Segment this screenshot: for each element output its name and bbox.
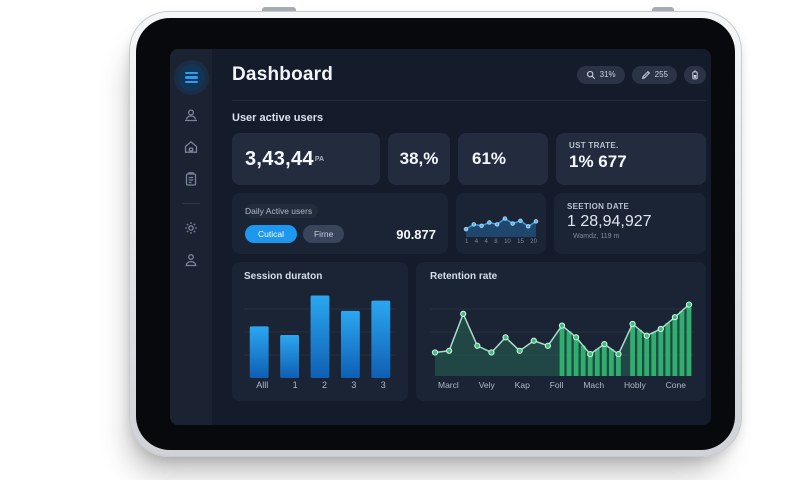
sidebar-item-home[interactable] (183, 139, 199, 155)
clipboard-icon (185, 172, 197, 186)
settings-gear-icon (185, 222, 197, 234)
stat-suffix: PA (314, 155, 325, 163)
tick-label: Cone (665, 380, 686, 390)
profile-icon (185, 254, 197, 267)
tick-label: 10 (504, 239, 511, 245)
sidebar-divider (182, 203, 200, 204)
card-label: Daily Active users (245, 204, 319, 218)
sidebar-item-users[interactable] (183, 107, 199, 123)
seetion-date-value: 1 28,94,927 (567, 213, 652, 230)
daily-active-value: 90.877 (396, 226, 436, 242)
tick-label: 2 (321, 380, 327, 390)
tick-label: Mach (583, 380, 605, 390)
search-icon (586, 70, 595, 79)
daily-active-users-card: Daily Active users Cutical Firne 90.877 (232, 193, 448, 254)
sidebar-item-reports[interactable] (183, 171, 199, 187)
firne-filter-button[interactable]: Firne (302, 225, 345, 243)
chart-title: Session duraton (244, 271, 323, 282)
retention-rate-line-chart (430, 301, 694, 376)
tick-label: 4 (474, 239, 479, 245)
seetion-date-subnote: Wamdz, 119 m (573, 233, 620, 240)
sparkline-card: 1 4 4 8 10 15 20 (456, 193, 546, 254)
tick-label: 4 (484, 239, 488, 245)
edit-button[interactable]: 255 (631, 65, 677, 84)
stat-value: 3,43,44 (245, 147, 314, 170)
header: Dashboard 31% 255 (232, 49, 706, 101)
charts-row: Session duraton Alll 1 2 3 3 Retention rate … (232, 262, 706, 401)
section-title: User active users (232, 112, 324, 124)
tablet-frame: Dashboard 31% 255 (129, 11, 742, 457)
header-actions: 31% 255 (576, 65, 706, 84)
cutical-filter-button[interactable]: Cutical (245, 225, 297, 243)
retention-rate-card: Retention rate Marcl Vely Kap Foll Mach Hobly… (416, 262, 706, 401)
battery-icon (692, 69, 698, 79)
tick-label: 3 (351, 380, 357, 390)
tick-label: 1 (465, 239, 469, 245)
home-icon (184, 140, 198, 153)
session-duration-card: Session duraton Alll 1 2 3 3 (232, 262, 408, 401)
user-monitor-icon (185, 109, 197, 122)
session-duration-bar-chart (244, 295, 396, 378)
stat-value: 1% 677 (569, 152, 627, 171)
card-label: SEETION DATE (567, 202, 630, 211)
tablet-bezel: Dashboard 31% 255 (136, 18, 735, 450)
stat-card-active-users: 3,43,44 PA (232, 133, 380, 185)
search-button-label: 31% (599, 70, 616, 79)
dashboard-screen: Dashboard 31% 255 (170, 49, 711, 425)
stat-card-ust-trate: UST TRATE. 1% 677 (556, 133, 706, 185)
sidebar-item-settings[interactable] (183, 220, 199, 236)
tick-label: Foll (549, 380, 564, 390)
seetion-date-card: SEETION DATE 1 28,94,927 Wamdz, 119 m (554, 193, 706, 254)
sidebar-item-profile[interactable] (183, 252, 199, 268)
tick-label: Vely (478, 380, 495, 390)
session-x-axis: Alll 1 2 3 3 (244, 380, 398, 390)
tick-label: 20 (530, 239, 537, 245)
tick-label: 1 (292, 380, 298, 390)
tick-label: Hobly (624, 380, 646, 390)
stat-label: UST TRATE. (569, 141, 619, 150)
pen-icon (641, 70, 650, 79)
tick-label: Kap (514, 380, 530, 390)
sparkline-chart (463, 216, 539, 237)
stat-value: 61% (472, 149, 507, 168)
middle-row: Daily Active users Cutical Firne 90.877 … (232, 193, 706, 254)
tick-label: Marcl (438, 380, 459, 390)
stat-value: 38,% (399, 149, 439, 168)
stat-card-percent-2: 61% (458, 133, 548, 185)
main-content: Dashboard 31% 255 (212, 49, 711, 425)
stat-card-percent-1: 38,% (388, 133, 450, 185)
page-title: Dashboard (232, 63, 334, 85)
battery-button[interactable] (684, 65, 706, 84)
retention-x-axis: Marcl Vely Kap Foll Mach Hobly Cone (430, 380, 694, 390)
edit-button-label: 255 (654, 70, 668, 79)
sidebar (170, 49, 212, 425)
menu-icon[interactable] (177, 64, 205, 91)
tick-label: 8 (494, 239, 498, 245)
tick-label: 15 (517, 239, 524, 245)
tick-label: Alll (256, 380, 269, 390)
stats-row: 3,43,44 PA 38,% 61% UST TRATE. 1% 677 (232, 133, 706, 185)
tick-label: 3 (380, 380, 386, 390)
sparkline-x-axis: 1 4 4 8 10 15 20 (461, 239, 541, 245)
search-button[interactable]: 31% (576, 65, 625, 84)
chart-title: Retention rate (430, 271, 498, 282)
